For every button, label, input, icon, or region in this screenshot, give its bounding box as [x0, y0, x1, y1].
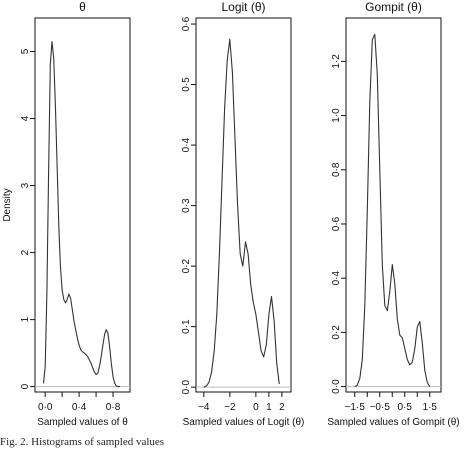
chart-panel-3: Gompit (θ) 0·0 0·2 0·4 0·6 0·8 1·0 1·2 −1·5 −0·5 0…	[327, 0, 459, 428]
x-tick-label: −2	[224, 402, 236, 413]
x-tick-label: 0·8	[106, 402, 121, 413]
chart-title: Gompit (θ)	[365, 0, 422, 14]
x-tick-label: −0·5	[370, 402, 391, 413]
x-tick-label: 0	[253, 402, 259, 413]
y-tick-label: 0·0	[331, 379, 342, 394]
chart-title: θ	[79, 0, 86, 14]
plot-frame	[345, 17, 442, 393]
x-axis-label: Sampled values of θ	[37, 417, 128, 428]
density-curve	[354, 33, 431, 388]
y-tick-label: 0·1	[181, 319, 192, 334]
y-tick-label: 0·5	[181, 77, 192, 92]
chart-panel-1: θ 0 1 2 3 4 5 0·0 0·4 0·8 Sampled values of θ Densi…	[2, 0, 131, 428]
density-curve	[42, 40, 120, 388]
x-tick-label: 0·0	[38, 402, 53, 413]
y-tick-label: 4	[20, 115, 31, 121]
y-tick-label: 5	[20, 48, 31, 54]
y-tick-label: 3	[20, 182, 31, 188]
y-tick-label: 0·6	[331, 216, 342, 231]
y-tick-label: 2	[20, 249, 31, 255]
x-tick-label: 2	[279, 402, 285, 413]
y-tick-label: 1·0	[331, 108, 342, 123]
x-tick-label: 0·4	[72, 402, 87, 413]
y-tick-label: 0·4	[331, 271, 342, 286]
y-tick-label: 1·2	[331, 54, 342, 69]
x-tick-label: 0·5	[398, 402, 413, 413]
y-tick-label: 0·3	[181, 198, 192, 213]
x-tick-label: 1	[266, 402, 272, 413]
x-axis-label: Sampled values of Gompit (θ)	[327, 417, 459, 428]
x-tick-label: 1·5	[423, 402, 438, 413]
y-tick-label: 0·8	[331, 162, 342, 177]
y-tick-label: 0·4	[181, 137, 192, 152]
y-tick-label: 0·6	[181, 16, 192, 31]
plot-frame	[34, 17, 131, 393]
y-tick-label: 0·2	[181, 258, 192, 273]
density-curve	[203, 38, 280, 388]
y-axis-label: Density	[2, 188, 13, 221]
x-tick-label: −4	[198, 402, 210, 413]
y-tick-label: 0·0	[181, 379, 192, 394]
y-tick-label: 1	[20, 316, 31, 322]
figure-caption: Fig. 2. Histograms of sampled values	[0, 436, 165, 448]
chart-panel-2: Logit (θ) 0·0 0·1 0·2 0·3 0·4 0·5 0·6 −4 −2 0 1 2 Sam…	[181, 0, 304, 428]
x-axis-label: Sampled values of Logit (θ)	[183, 417, 305, 428]
x-tick-label: −1·5	[345, 402, 366, 413]
chart-title: Logit (θ)	[221, 0, 265, 14]
plot-frame	[195, 17, 292, 393]
y-tick-label: 0	[20, 383, 31, 389]
y-tick-label: 0·2	[331, 325, 342, 340]
